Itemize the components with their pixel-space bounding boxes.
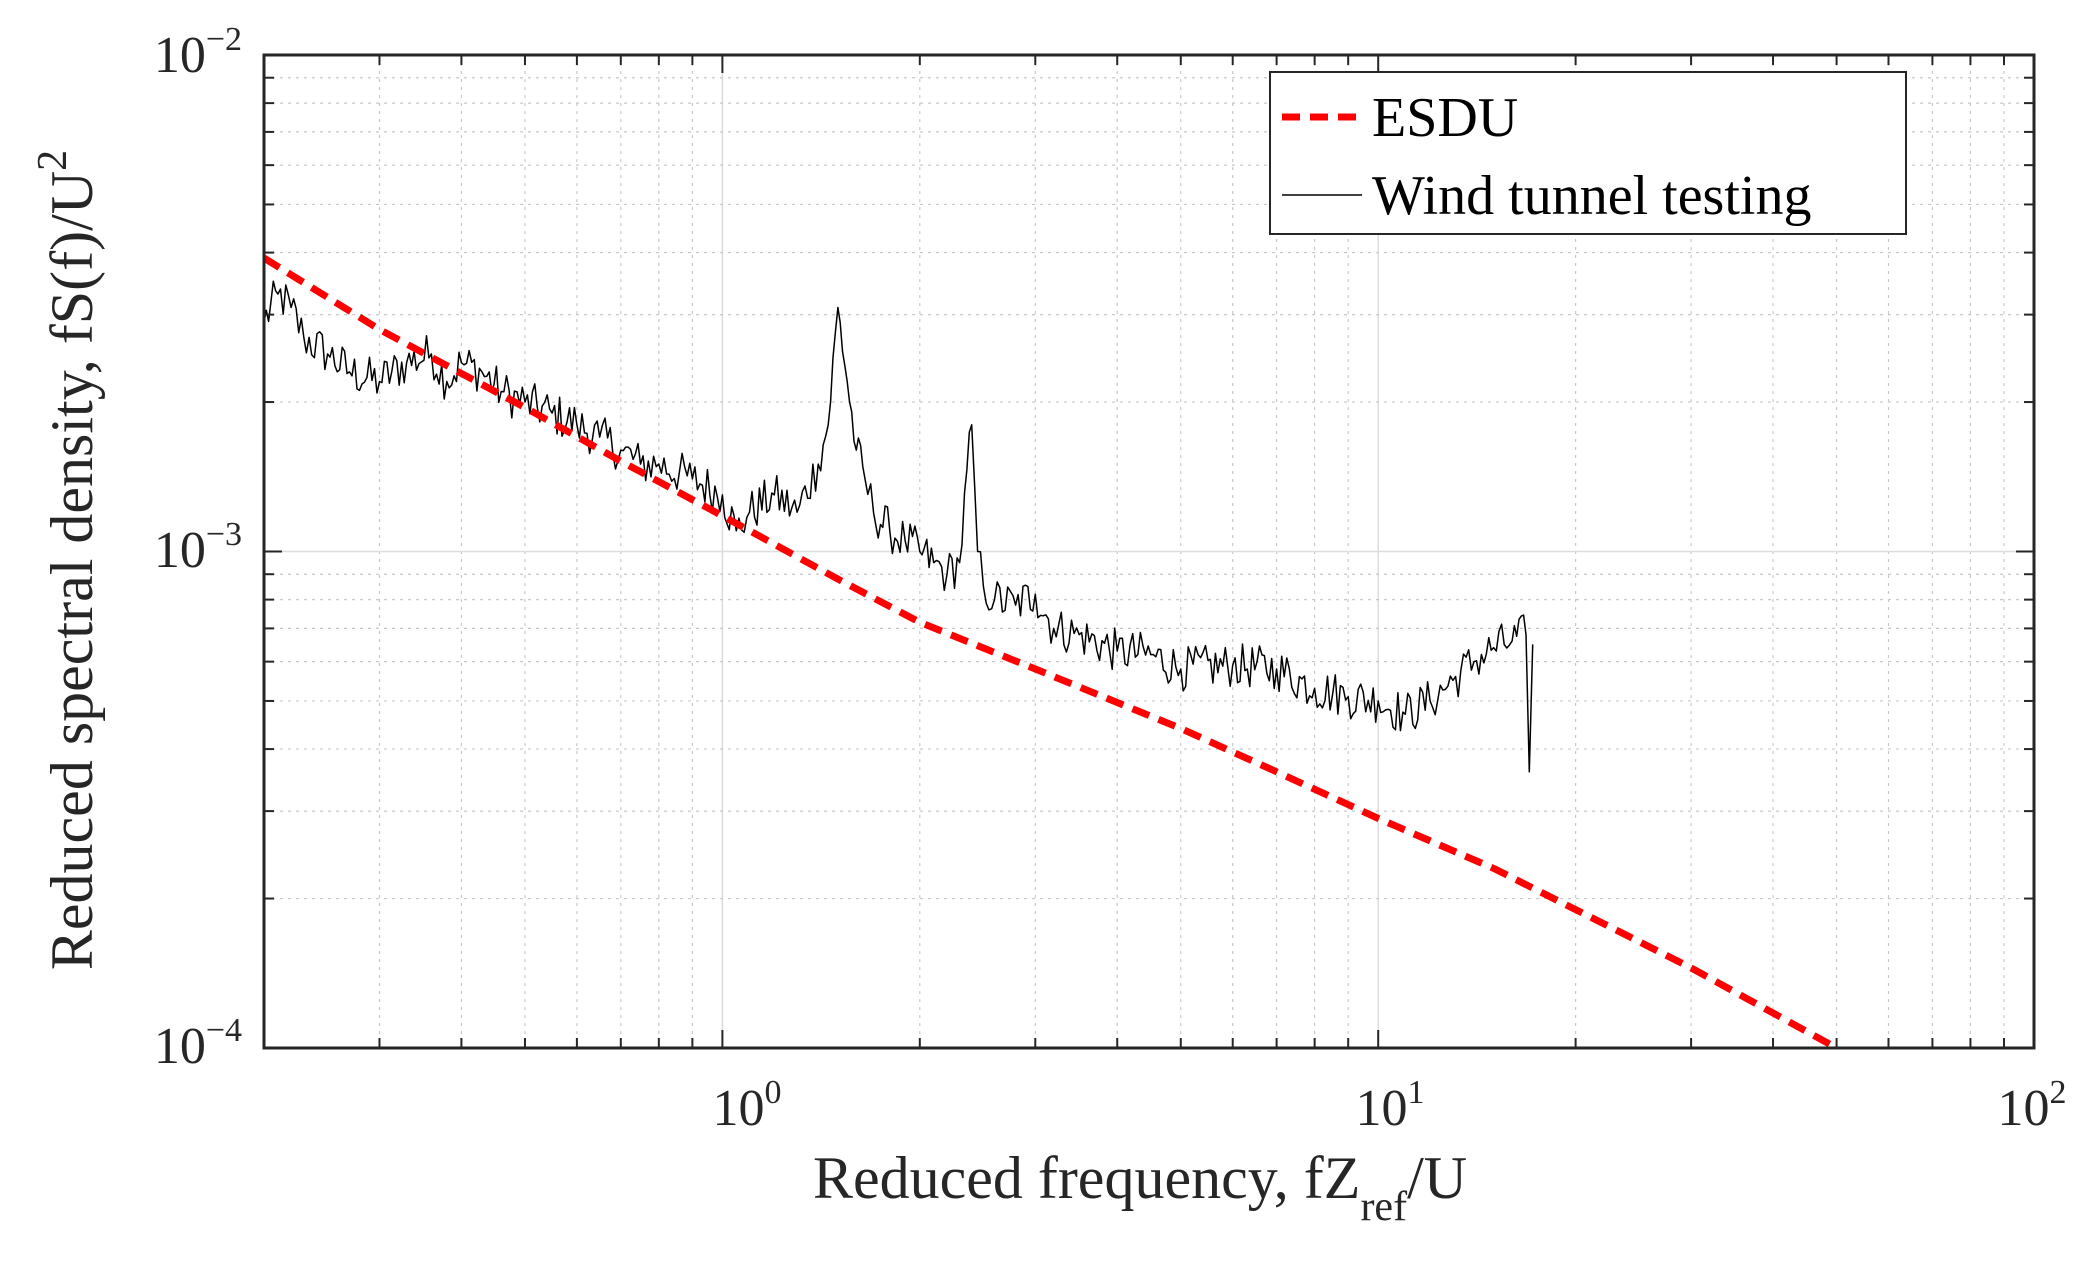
y-axis-title: Reduced spectral density, fS(f)/U2 (30, 150, 105, 970)
legend-label-esdu: ESDU (1372, 87, 1518, 149)
x-axis-title: Reduced frequency, fZref/U (813, 1145, 1467, 1230)
y-tick-labels: 10−4 10−3 10−2 (154, 21, 242, 1075)
legend-label-wind-tunnel: Wind tunnel testing (1372, 165, 1811, 227)
legend: ESDU Wind tunnel testing (1269, 71, 1907, 235)
x-tick-label: 102 (1998, 1074, 2067, 1137)
legend-box (1269, 71, 1907, 235)
tick-layer (263, 55, 2034, 1049)
series-line-wind-tunnel (264, 280, 1534, 773)
series-line-esdu (264, 255, 1839, 1048)
x-tick-label: 100 (713, 1074, 782, 1137)
series-layer (264, 255, 1839, 1048)
y-tick-label: 10−3 (154, 516, 242, 579)
x-tick-labels: 100 101 102 (713, 1074, 2067, 1137)
y-tick-label: 10−4 (154, 1012, 242, 1075)
x-tick-label: 101 (1356, 1074, 1425, 1137)
y-tick-label: 10−2 (154, 21, 242, 84)
